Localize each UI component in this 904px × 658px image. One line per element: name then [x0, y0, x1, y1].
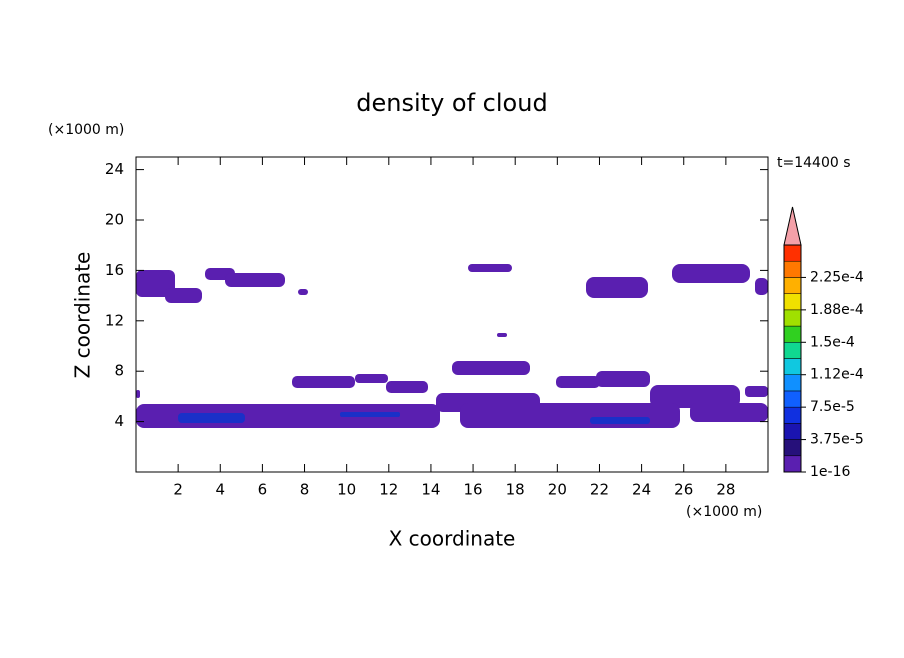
- colorbar-band: [783, 244, 802, 262]
- x-tick-label: 24: [632, 481, 651, 499]
- y-tick-label: 16: [105, 261, 124, 279]
- y-tick-label: 24: [105, 160, 124, 178]
- colorbar-label: 7.5e-5: [810, 399, 855, 415]
- time-label: t=14400 s: [777, 155, 851, 171]
- cloud-region: [452, 361, 530, 375]
- colorbar-band: [783, 293, 802, 311]
- cloud-core: [178, 413, 245, 423]
- x-tick-label: 22: [590, 481, 609, 499]
- x-tick-label: 18: [506, 481, 525, 499]
- colorbar-band: [783, 325, 802, 343]
- colorbar-label: 1.88e-4: [810, 302, 864, 318]
- x-tick-label: 8: [300, 481, 310, 499]
- cloud-region: [460, 403, 680, 428]
- colorbar-band: [783, 439, 802, 457]
- cloud-region: [672, 264, 750, 283]
- x-tick-label: 2: [173, 481, 183, 499]
- colorbar-label: 1.12e-4: [810, 367, 864, 383]
- cloud-core: [590, 417, 650, 424]
- x-tick-label: 26: [674, 481, 693, 499]
- y-unit: (×1000 m): [48, 122, 124, 138]
- chart-title: density of cloud: [356, 89, 547, 117]
- cloud-region: [355, 374, 388, 383]
- x-tick-label: 20: [548, 481, 567, 499]
- cloud-region: [468, 264, 512, 272]
- x-unit: (×1000 m): [686, 504, 762, 520]
- cloud-region: [755, 278, 768, 295]
- cloud-region: [298, 289, 308, 295]
- colorbar-band: [783, 390, 802, 408]
- x-tick-label: 12: [379, 481, 398, 499]
- colorbar-label: 2.25e-4: [810, 269, 864, 285]
- colorbar-label: 3.75e-5: [810, 432, 864, 448]
- x-tick-label: 4: [215, 481, 225, 499]
- colorbar-band: [783, 374, 802, 392]
- cloud-region: [556, 376, 600, 388]
- cloud-region: [586, 277, 648, 298]
- cloud-region: [386, 381, 428, 393]
- colorbar-band: [783, 455, 802, 473]
- colorbar-label: 1.5e-4: [810, 334, 855, 350]
- cloud-region: [136, 270, 175, 297]
- y-tick-label: 20: [105, 211, 124, 229]
- x-tick-label: 10: [337, 481, 356, 499]
- colorbar-frame: [783, 244, 802, 473]
- cloud-region: [136, 390, 140, 398]
- colorbar-band: [783, 277, 802, 294]
- colorbar-band: [783, 406, 802, 424]
- cloud-region: [596, 371, 650, 387]
- cloud-core: [340, 412, 400, 417]
- colorbar-band: [783, 309, 802, 327]
- colorbar-band: [783, 342, 802, 359]
- y-axis-label: Z coordinate: [71, 252, 95, 379]
- colorbar-band: [783, 358, 802, 375]
- colorbar-label: 1e-16: [810, 464, 850, 480]
- cloud-regions: [136, 264, 768, 428]
- cloud-region: [292, 376, 355, 388]
- x-tick-label: 16: [464, 481, 483, 499]
- cloud-region: [745, 386, 768, 397]
- cloud-region: [165, 288, 202, 303]
- colorbar-band: [783, 423, 802, 440]
- cloud-region: [690, 403, 768, 422]
- x-tick-label: 28: [716, 481, 735, 499]
- plot-frame: [135, 156, 769, 473]
- y-tick-label: 12: [105, 311, 124, 329]
- colorbar-band: [783, 260, 802, 278]
- cloud-region: [497, 333, 507, 337]
- cloud-region: [225, 273, 285, 287]
- y-tick-label: 8: [114, 362, 124, 380]
- x-axis-label: X coordinate: [389, 527, 516, 551]
- cloud-region: [650, 385, 740, 408]
- y-tick-label: 4: [114, 412, 124, 430]
- x-tick-label: 14: [421, 481, 440, 499]
- x-tick-label: 6: [258, 481, 268, 499]
